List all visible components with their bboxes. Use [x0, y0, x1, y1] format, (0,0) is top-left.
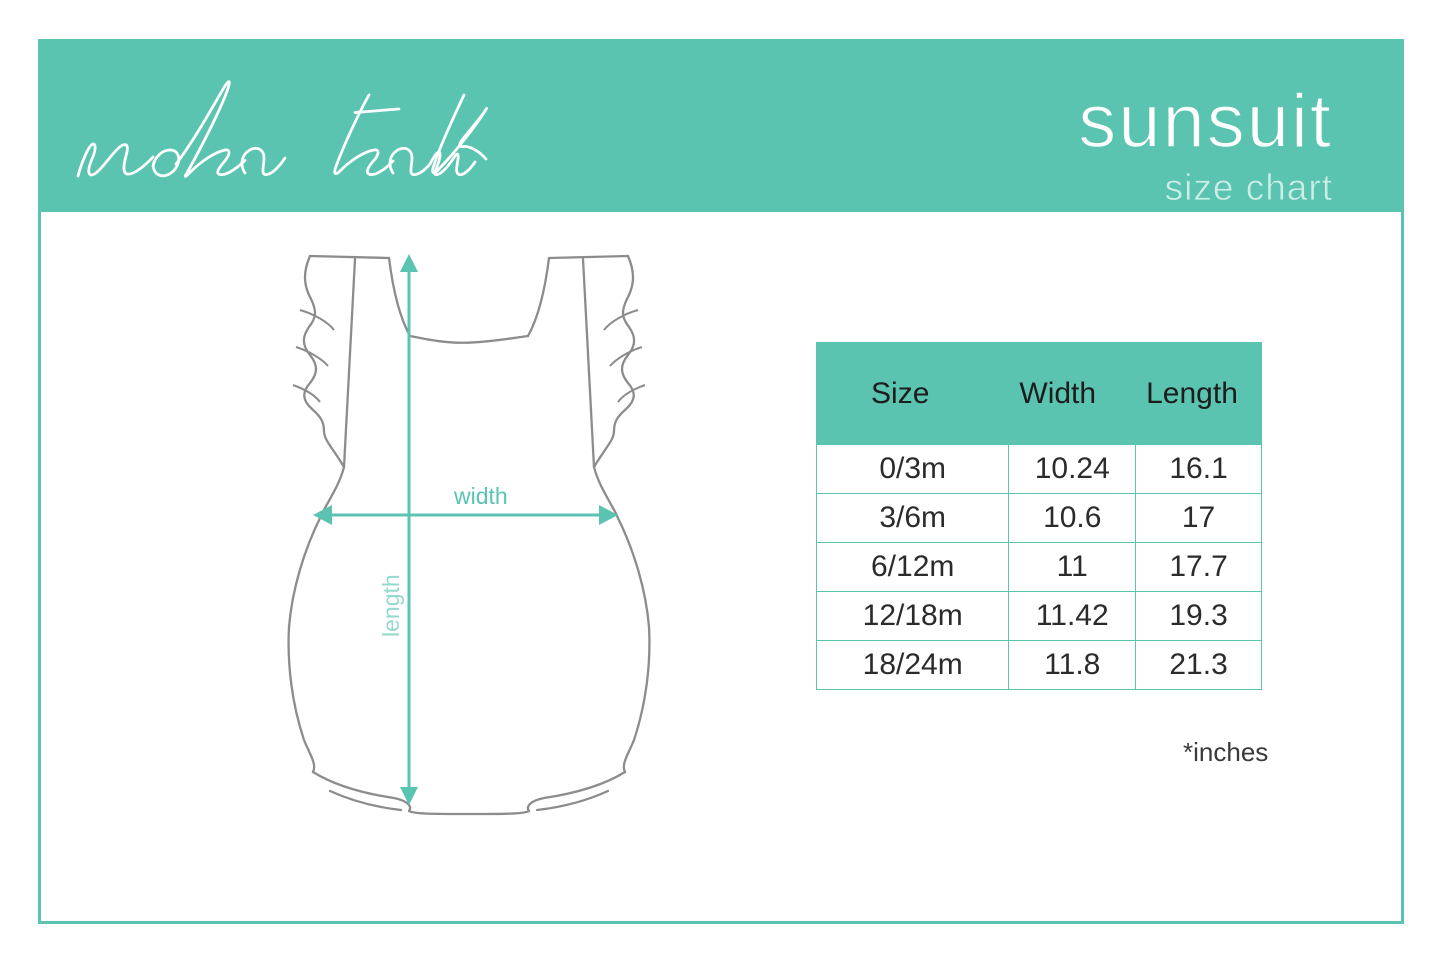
svg-text:length: length [378, 574, 404, 637]
svg-text:width: width [453, 483, 508, 509]
